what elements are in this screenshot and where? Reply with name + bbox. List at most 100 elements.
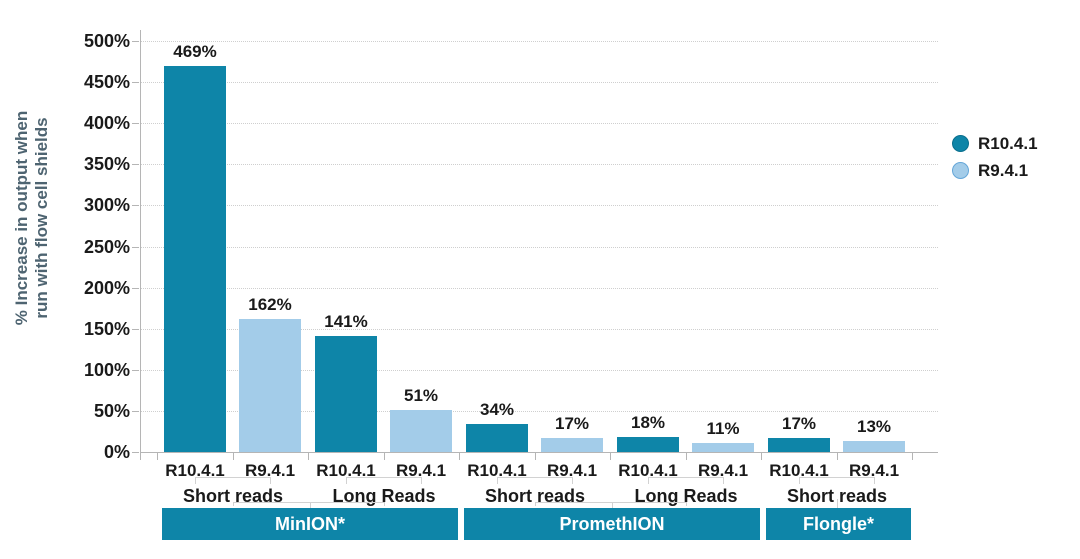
device-box-promethion: PromethION: [464, 508, 760, 540]
bar-minion-short-reads-r9.4.1: [239, 319, 301, 452]
bracket-tick: [195, 477, 196, 484]
x-axis-tick: [837, 452, 838, 460]
bar-value-label: 469%: [173, 42, 217, 61]
gridline: [140, 247, 938, 248]
bar-value-label: 34%: [479, 400, 515, 419]
x-axis-tick: [157, 452, 158, 460]
x-category-label: R9.4.1: [244, 461, 296, 480]
x-category-label: R9.4.1: [546, 461, 598, 480]
legend: R10.4.1 R9.4.1: [952, 132, 1038, 186]
bar-promethion-long-reads-r9.4.1: [692, 443, 754, 452]
bracket-pore-pair: [497, 477, 573, 478]
x-axis-tick: [535, 452, 536, 460]
y-tick-label: 300%: [83, 195, 130, 215]
y-tick: [132, 247, 139, 248]
gridline: [140, 123, 938, 124]
legend-label-r9-4-1: R9.4.1: [978, 160, 1029, 180]
bracket-tick: [270, 477, 271, 484]
bar-minion-short-reads-r10.4.1: [164, 66, 226, 452]
x-category-label: R10.4.1: [467, 461, 527, 480]
y-tick: [132, 288, 139, 289]
y-tick-label: 250%: [83, 237, 130, 257]
bar-promethion-short-reads-r10.4.1: [466, 424, 528, 452]
device-box-flongle: Flongle*: [766, 508, 911, 540]
x-axis-tick: [308, 452, 309, 460]
read-type-label: Long Reads: [332, 486, 436, 506]
x-category-label: R9.4.1: [395, 461, 447, 480]
read-type-label: Short reads: [484, 486, 586, 506]
y-tick-label: 450%: [83, 72, 130, 92]
y-axis-title-line1: % Increase in output when: [12, 110, 31, 326]
y-tick-label: 400%: [83, 113, 130, 133]
bracket-pore-pair: [195, 477, 271, 478]
bracket-tick: [874, 477, 875, 484]
bracket-tick: [346, 477, 347, 484]
bar-value-label: 13%: [856, 417, 892, 436]
bar-minion-long-reads-r10.4.1: [315, 336, 377, 452]
bar-value-label: 11%: [706, 419, 740, 438]
device-box-minion: MinION*: [162, 508, 458, 540]
gridline: [140, 82, 938, 83]
y-tick-label: 150%: [83, 319, 130, 339]
gridline: [140, 329, 938, 330]
x-category-label: R10.4.1: [769, 461, 829, 480]
bar-promethion-long-reads-r10.4.1: [617, 437, 679, 452]
gridline: [140, 164, 938, 165]
bracket-tick: [384, 502, 385, 506]
y-tick-label: 0%: [103, 442, 130, 462]
x-category-label: R10.4.1: [165, 461, 225, 480]
bar-value-label: 17%: [781, 414, 817, 433]
x-axis-tick: [233, 452, 234, 460]
bar-value-label: 17%: [554, 414, 590, 433]
y-axis-title-line2: run with flow cell shields: [32, 117, 51, 319]
bracket-tick: [572, 477, 573, 484]
bracket-tick: [497, 477, 498, 484]
bar-value-label: 162%: [248, 295, 292, 314]
y-tick: [132, 123, 139, 124]
legend-swatch-r9-4-1-icon: [952, 162, 969, 179]
bracket-read-group: [233, 502, 384, 503]
y-tick-label: 100%: [83, 360, 130, 380]
x-category-label: R9.4.1: [848, 461, 900, 480]
legend-swatch-r10-4-1-icon: [952, 135, 969, 152]
bracket-tick: [233, 502, 234, 506]
y-tick-label: 50%: [93, 401, 130, 421]
bracket-tick: [648, 477, 649, 484]
read-type-label: Long Reads: [634, 486, 738, 506]
read-type-label: Short reads: [182, 486, 284, 506]
bracket-pore-pair: [346, 477, 422, 478]
y-tick-label: 350%: [83, 154, 130, 174]
x-category-label: R10.4.1: [316, 461, 376, 480]
bracket-tick: [310, 502, 311, 508]
y-tick-label: 200%: [83, 278, 130, 298]
legend-label-r10-4-1: R10.4.1: [978, 133, 1038, 153]
bracket-tick: [421, 477, 422, 484]
y-tick-label: 500%: [83, 31, 130, 51]
x-category-label: R9.4.1: [697, 461, 749, 480]
bracket-read-group: [535, 502, 686, 503]
y-tick: [132, 370, 139, 371]
x-axis-tick: [459, 452, 460, 460]
x-axis-tick: [686, 452, 687, 460]
bracket-tick: [837, 499, 838, 508]
y-axis-line: [140, 30, 141, 460]
bar-flongle-short-reads-r10.4.1: [768, 438, 830, 452]
bracket-tick: [723, 477, 724, 484]
bracket-tick: [686, 502, 687, 506]
gridline: [140, 205, 938, 206]
bar-flongle-short-reads-r9.4.1: [843, 441, 905, 452]
bracket-pore-pair: [648, 477, 724, 478]
bracket-tick: [612, 502, 613, 508]
bar-value-label: 18%: [630, 413, 666, 432]
x-axis-tick: [384, 452, 385, 460]
bar-value-label: 141%: [324, 312, 368, 331]
bracket-pore-pair: [799, 477, 875, 478]
y-tick: [132, 82, 139, 83]
y-tick: [132, 205, 139, 206]
bracket-tick: [799, 477, 800, 484]
legend-item-r10-4-1: R10.4.1: [952, 132, 1038, 155]
y-tick: [132, 411, 139, 412]
y-axis-title: % Increase in output when run with flow …: [12, 103, 54, 333]
legend-item-r9-4-1: R9.4.1: [952, 159, 1038, 182]
bar-minion-long-reads-r9.4.1: [390, 410, 452, 452]
